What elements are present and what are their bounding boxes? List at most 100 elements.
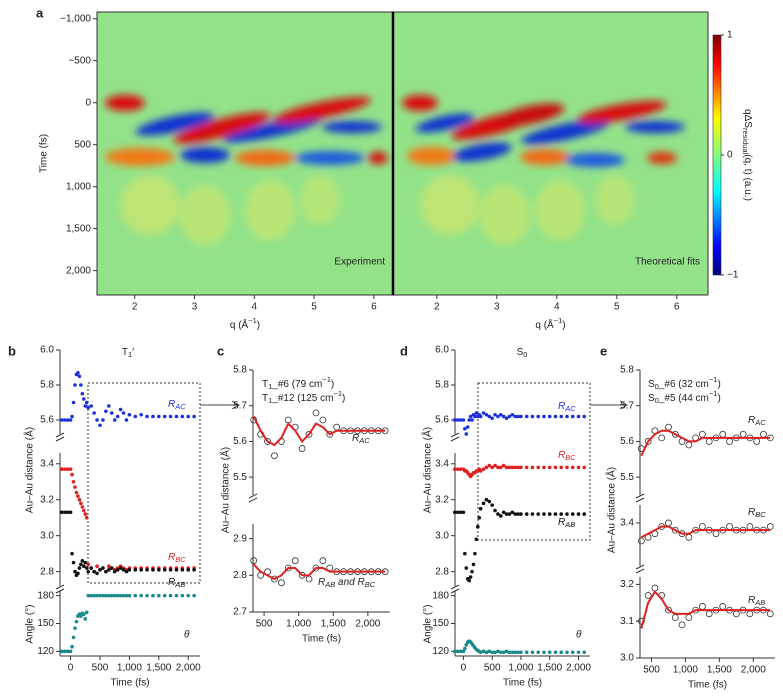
data-point [98, 593, 102, 598]
data-point [115, 568, 120, 572]
y-tick-label: 5.6 [40, 415, 54, 426]
data-point [174, 414, 179, 419]
text-part: _#5 (44 cm [658, 393, 709, 404]
data-point [452, 467, 457, 471]
data-point [186, 414, 191, 419]
data-point [112, 569, 117, 574]
text-part: R [748, 507, 755, 518]
data-point [478, 469, 483, 473]
data-point [719, 603, 727, 610]
data-point [83, 512, 88, 516]
zoom-box [477, 382, 591, 541]
data-point [65, 510, 70, 515]
data-point [312, 409, 320, 417]
data-point [133, 568, 138, 572]
data-point [98, 423, 102, 428]
data-point [468, 575, 473, 579]
data-point [71, 635, 76, 640]
colorbar-label: qΔSresidual(q, t) (a.u.) [741, 109, 753, 201]
data-point [145, 414, 149, 419]
x-tick-label: 1,500 [321, 619, 346, 630]
data-point [157, 593, 161, 598]
data-point [644, 592, 652, 599]
data-point [83, 404, 88, 408]
data-point [118, 566, 123, 570]
data-point [79, 562, 83, 567]
text-part: R [558, 517, 565, 528]
data-point [95, 593, 99, 598]
data-point [732, 610, 740, 618]
data-point [455, 649, 460, 654]
data-point [547, 465, 552, 470]
data-point [461, 510, 466, 515]
text-part: 1 [128, 350, 132, 359]
data-point [168, 568, 173, 572]
data-point [705, 610, 713, 618]
data-point [501, 463, 506, 468]
fit-line [640, 429, 771, 457]
y-tick-label: 5.7 [620, 400, 634, 411]
text-part: R [168, 577, 175, 588]
text-part: (Å [541, 318, 554, 331]
series-label: RAC [168, 399, 186, 411]
data-point [536, 465, 541, 470]
y-tick-label: 2.8 [233, 570, 247, 581]
data-point [501, 510, 506, 515]
data-point [547, 414, 552, 419]
x-tick-label: 3 [192, 302, 198, 313]
data-point [565, 465, 569, 470]
data-point [530, 414, 535, 419]
data-point [665, 606, 672, 614]
data-point [685, 533, 693, 541]
y-tick-label: 5.8 [40, 380, 54, 391]
data-point [65, 649, 70, 654]
series-label: RAB [748, 595, 765, 607]
data-point [499, 650, 503, 655]
data-point [565, 512, 569, 516]
data-point [739, 430, 747, 438]
text-part: T [262, 379, 268, 390]
colorbar [712, 34, 722, 276]
data-point [458, 467, 463, 471]
data-point [92, 593, 96, 598]
data-point [726, 523, 733, 530]
data-point [271, 575, 278, 583]
data-point [76, 370, 80, 375]
data-point [79, 501, 83, 506]
fit-line [640, 525, 771, 539]
data-point [464, 566, 469, 570]
fit-line [252, 415, 386, 447]
data-point [455, 467, 460, 471]
x-axis-label: q (Å−1) [535, 316, 565, 331]
data-point [510, 510, 515, 515]
text-part: q [535, 320, 541, 331]
data-point [699, 523, 706, 530]
data-point [168, 414, 173, 419]
text-part: ) [342, 393, 345, 404]
data-point [685, 441, 693, 449]
data-point [70, 414, 74, 419]
data-point [665, 519, 672, 527]
y-tick-label: 5.8 [435, 380, 449, 391]
data-point [62, 510, 67, 515]
data-point [68, 418, 73, 422]
data-point [516, 650, 520, 655]
data-point [98, 568, 102, 572]
data-point [536, 650, 541, 655]
data-point [463, 551, 467, 556]
text-part: 0 [523, 350, 527, 359]
text-part: AC [358, 436, 370, 445]
data-point [124, 593, 129, 598]
x-tick-label: 2,000 [176, 663, 201, 674]
y-tick-label: 5.7 [233, 400, 247, 411]
data-point [80, 559, 85, 563]
data-point [107, 404, 111, 408]
data-point [107, 564, 111, 569]
data-point [766, 523, 774, 530]
data-point [452, 649, 457, 654]
data-point [145, 593, 149, 598]
plot-label: Theoretical fits [635, 257, 700, 268]
y-tick-label: 5.8 [620, 365, 634, 376]
data-point [76, 571, 80, 576]
data-point [95, 571, 99, 576]
